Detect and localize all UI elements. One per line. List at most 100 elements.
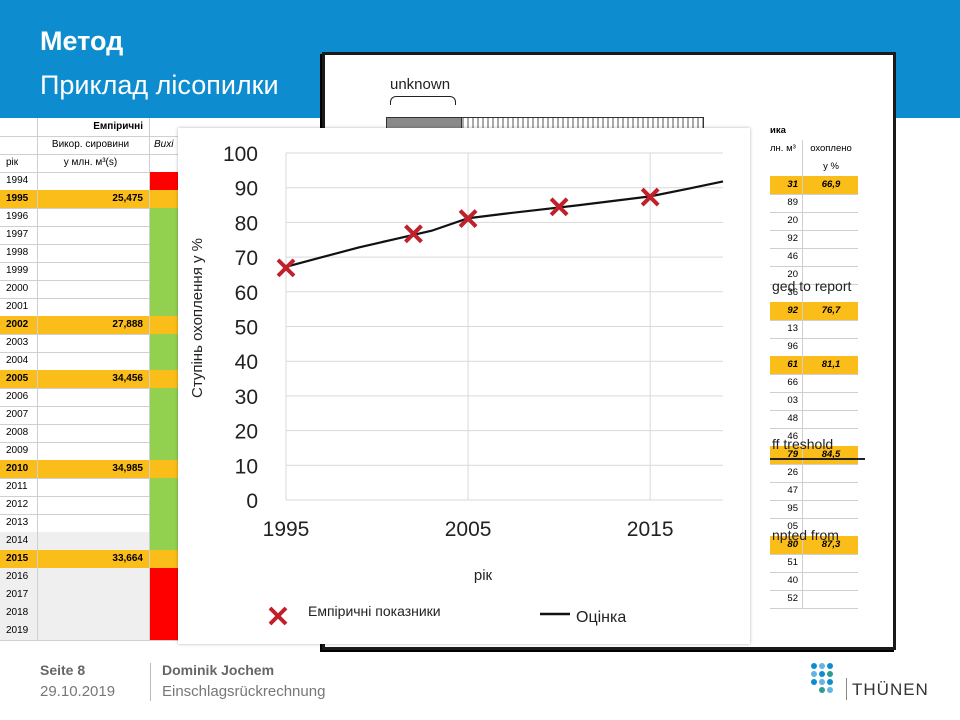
legend-marker-icon	[268, 606, 288, 626]
y-tick-label: 50	[235, 317, 258, 340]
thuenen-logo-icon	[811, 663, 833, 693]
footer-divider	[150, 663, 151, 701]
series-line-estimate	[285, 180, 724, 268]
table-col-header: Викор. сировини	[38, 136, 150, 154]
right-table-row: 92 76,7	[770, 302, 858, 321]
brace	[390, 96, 456, 105]
right-table-row: 26	[770, 464, 858, 483]
table-cell-value: 34,985	[38, 460, 150, 478]
right-table-row: 40	[770, 572, 858, 591]
table-cell-value	[38, 244, 150, 262]
y-tick-label: 0	[246, 490, 258, 513]
table-cell-value	[38, 262, 150, 280]
table-cell-year: 2009	[0, 442, 38, 460]
table-cell-value	[38, 532, 150, 550]
table-cell-status	[150, 514, 178, 532]
table-cell-status	[150, 172, 178, 190]
y-axis-label: Ступінь охоплення у %	[189, 238, 206, 398]
table-cell-value: 27,888	[38, 316, 150, 334]
x-axis-label: рік	[474, 567, 493, 584]
right-table-row: 95	[770, 500, 858, 519]
data-point-marker	[640, 187, 660, 207]
data-point-marker	[458, 209, 478, 228]
right-table-row: 80 87,3	[770, 536, 858, 555]
table-cell-value	[38, 208, 150, 226]
table-cell-value	[38, 496, 150, 514]
note-from: npted from	[772, 527, 839, 543]
y-tick-label: 10	[235, 455, 258, 478]
table-cell-year: 2012	[0, 496, 38, 514]
table-cell-value: 25,475	[38, 190, 150, 208]
table-cell-year: 1995	[0, 190, 38, 208]
logo-text: THÜNEN	[852, 680, 929, 699]
table-cell-year: 2017	[0, 586, 38, 604]
table-cell-status	[150, 604, 178, 622]
footer-date: 29.10.2019	[40, 683, 116, 700]
legend-label-line: Оцінка	[576, 609, 626, 626]
y-tick-label: 20	[235, 421, 258, 444]
table-cell-value	[38, 622, 150, 640]
table-cell-status	[150, 460, 178, 478]
x-tick-label: 1995	[263, 518, 310, 541]
footer-topic: Einschlagsrückrechnung	[162, 683, 326, 700]
table-cell-value	[38, 478, 150, 496]
table-cell-value	[38, 424, 150, 442]
table-cell-year: 2003	[0, 334, 38, 352]
slide-title: Метод	[40, 26, 124, 56]
right-table-row: 66	[770, 374, 858, 393]
table-cell-status	[150, 262, 178, 280]
footer-author: Dominik Jochem	[162, 662, 275, 678]
note-treshold: ff treshold	[772, 436, 834, 452]
table-cell-year: 2005	[0, 370, 38, 388]
table-cell-status	[150, 622, 178, 640]
table-row-label: рік	[0, 154, 38, 172]
y-tick-label: 30	[235, 386, 258, 409]
table-cell-status	[150, 442, 178, 460]
logo-divider	[846, 678, 847, 700]
y-tick-label: 60	[235, 282, 258, 305]
table-cell-status	[150, 370, 178, 388]
right-table-row: 31 66,9	[770, 176, 858, 195]
table-cell-year: 2004	[0, 352, 38, 370]
table-cell-value	[38, 406, 150, 424]
table-unit-label: у млн. м³(s)	[38, 154, 150, 172]
y-tick-label: 40	[235, 351, 258, 374]
table-cell-status	[150, 388, 178, 406]
table-cell-year: 1996	[0, 208, 38, 226]
right-table-header: ика	[770, 125, 786, 136]
table-cell-year: 2016	[0, 568, 38, 586]
table-col-header-2: Вихі	[154, 139, 174, 150]
table-cell-status	[150, 280, 178, 298]
right-table-row: 96	[770, 338, 858, 357]
y-tick-label: 70	[235, 247, 258, 270]
right-table-row: 79 84,5	[770, 446, 858, 465]
right-table-row: 46	[770, 248, 858, 267]
table-cell-year: 2008	[0, 424, 38, 442]
table-cell-year: 2011	[0, 478, 38, 496]
right-table-row: 89	[770, 194, 858, 213]
data-point-marker	[276, 258, 296, 278]
table-cell-year: 2007	[0, 406, 38, 424]
table-cell-status	[150, 298, 178, 316]
right-table-row: 51	[770, 554, 858, 573]
table-cell-value	[38, 388, 150, 406]
table-cell-year: 2018	[0, 604, 38, 622]
table-cell-status	[150, 334, 178, 352]
table-group-header-row: Емпіричні	[0, 118, 340, 137]
y-tick-label: 80	[235, 212, 258, 235]
right-table-row: 03	[770, 392, 858, 411]
table-cell-value	[38, 298, 150, 316]
right-table-row: 52	[770, 590, 858, 609]
table-group-header: Емпіричні	[38, 118, 150, 136]
data-point-marker	[549, 197, 569, 217]
coverage-chart: 0 10 20 30 40 50 60 70 80 90 100 1995 2005 2015 рік Сту…	[178, 128, 750, 644]
y-tick-label: 100	[223, 143, 258, 166]
table-cell-status	[150, 424, 178, 442]
table-cell-year: 2010	[0, 460, 38, 478]
chart-svg: 0 10 20 30 40 50 60 70 80 90 100 1995 2005 2015 рік Сту…	[189, 143, 724, 626]
table-cell-status	[150, 406, 178, 424]
table-cell-year: 2006	[0, 388, 38, 406]
x-tick-label: 2015	[627, 518, 674, 541]
note-report: ged to report	[772, 278, 852, 294]
right-table-row: 13	[770, 320, 858, 339]
